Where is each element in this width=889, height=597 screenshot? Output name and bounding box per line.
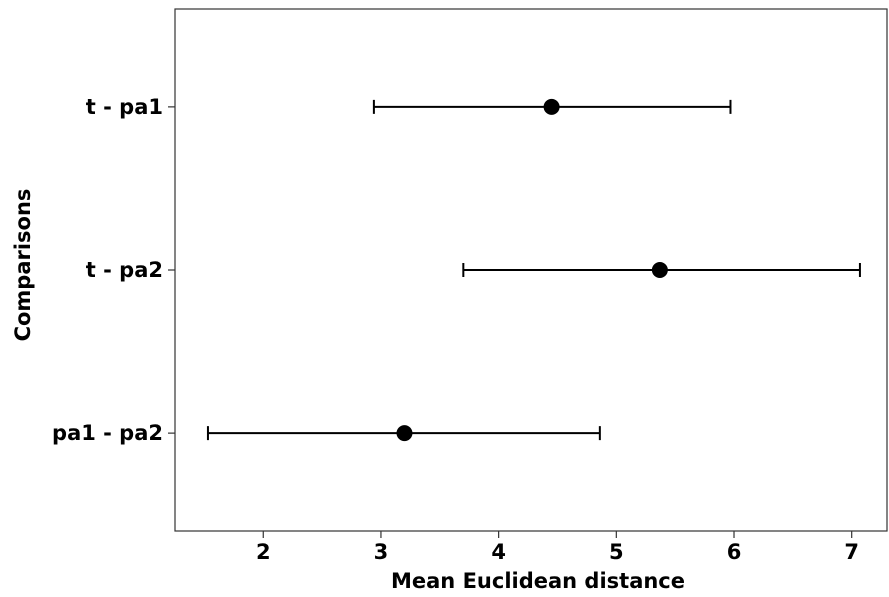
x-axis: 2 3 4 5 6 7 [256, 531, 859, 564]
x-tick-label: 6 [727, 540, 742, 564]
x-tick-label: 2 [256, 540, 271, 564]
y-tick-label: pa1 - pa2 [52, 421, 163, 445]
y-axis-title: Comparisons [11, 189, 35, 342]
y-axis: t - pa1 t - pa2 pa1 - pa2 [52, 95, 175, 445]
plot-marks [206, 98, 861, 442]
mean-point [396, 425, 413, 442]
x-axis-title: Mean Euclidean distance [391, 569, 685, 593]
x-tick-label: 4 [491, 540, 506, 564]
x-tick-label: 3 [374, 540, 389, 564]
y-tick-label: t - pa2 [86, 258, 163, 282]
x-tick-label: 5 [609, 540, 624, 564]
mean-point [543, 98, 560, 115]
mean-point [651, 262, 668, 278]
x-tick-label: 7 [844, 540, 859, 564]
y-tick-label: t - pa1 [86, 95, 163, 119]
